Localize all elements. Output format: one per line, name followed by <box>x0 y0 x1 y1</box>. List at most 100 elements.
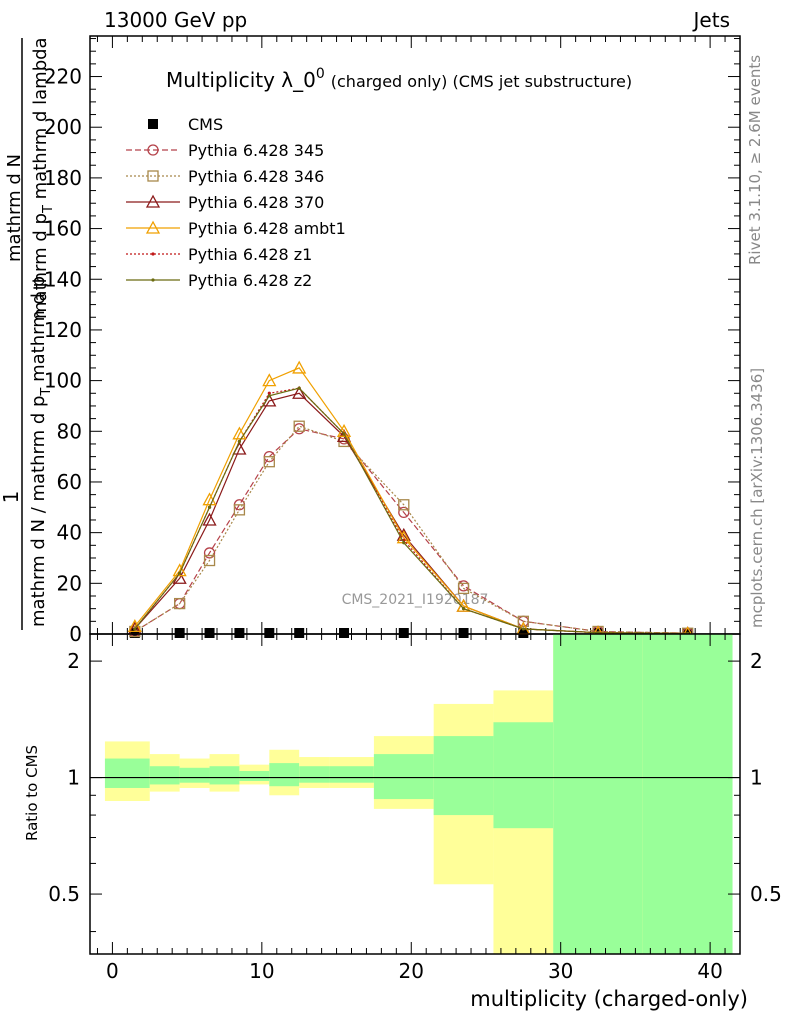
y-tick-label: 180 <box>44 166 82 190</box>
data-point <box>174 597 186 610</box>
ylabel-numerator-denom: mathrm d pT mathrm d lambda <box>30 37 56 319</box>
data-point <box>237 439 242 444</box>
data-point <box>402 541 406 545</box>
data-point <box>233 504 246 516</box>
data-point <box>398 628 409 638</box>
data-point <box>342 432 346 436</box>
data-point <box>174 628 185 638</box>
green-band <box>373 754 434 800</box>
y-tick-label: 160 <box>44 217 82 241</box>
ylabel-numerator: mathrm d N <box>4 154 25 262</box>
x-axis-label: multiplicity (charged-only) <box>470 987 748 1011</box>
series-line <box>134 425 688 634</box>
green-band <box>493 722 554 829</box>
x-tick-label: 10 <box>249 959 274 983</box>
green-band <box>239 770 270 781</box>
data-point <box>203 547 216 559</box>
data-point <box>151 278 155 282</box>
legend-label: Pythia 6.428 346 <box>188 167 324 186</box>
ratio-ticks: 0.5 0.51 12 20 10 20 30 40 <box>48 634 782 983</box>
data-point <box>518 628 529 638</box>
data-point <box>339 628 350 638</box>
data-point <box>521 627 525 631</box>
data-point <box>297 386 301 390</box>
green-band <box>433 736 494 816</box>
legend-marker <box>148 119 158 129</box>
data-point <box>292 360 307 374</box>
legend-label: Pythia 6.428 370 <box>188 193 324 212</box>
legend: CMS Pythia 6.428 345 Pythia 6.428 346 Pythi… <box>126 115 346 290</box>
y-tick-label: 0 <box>69 622 82 646</box>
green-band <box>104 758 150 788</box>
green-band <box>149 766 180 785</box>
green-band <box>209 766 240 785</box>
y-tick-label: 200 <box>44 115 82 139</box>
x-tick-label: 0 <box>106 959 119 983</box>
legend-entry: Pythia 6.428 ambt1 <box>126 219 346 238</box>
green-band <box>299 766 330 783</box>
legend-entry: Pythia 6.428 345 <box>126 141 324 160</box>
main-series <box>127 360 695 640</box>
data-point <box>172 563 187 577</box>
series-2 <box>129 420 694 639</box>
data-point <box>232 426 247 440</box>
y-tick-label: 100 <box>44 369 82 393</box>
legend-entry: Pythia 6.428 346 <box>126 167 324 186</box>
data-point <box>457 582 470 595</box>
data-point <box>398 506 410 519</box>
ratio-frame <box>89 633 741 955</box>
y-tick-label: 80 <box>57 419 82 443</box>
data-point <box>202 512 217 526</box>
y-tick-label: 20 <box>57 571 82 595</box>
data-point <box>234 628 245 638</box>
data-point <box>147 170 159 182</box>
ratio-y-tick-label: 1 <box>67 766 80 790</box>
data-point <box>129 628 140 638</box>
data-point <box>145 194 161 208</box>
chart-title: Multiplicity λ_00 (charged only) (CMS jet… <box>166 66 632 92</box>
data-point <box>178 571 182 575</box>
data-point <box>457 580 470 592</box>
green-band <box>642 634 733 954</box>
main-ticks: 0 20 40 60 80 100 120 140 160 180 200 220 <box>44 36 740 646</box>
data-point <box>292 385 307 399</box>
ratio-y-tick-label: 0.5 <box>48 882 80 906</box>
header-right: Jets <box>692 8 730 32</box>
legend-label: Pythia 6.428 345 <box>188 141 324 160</box>
green-band <box>329 766 374 783</box>
legend-entry: Pythia 6.428 z1 <box>126 245 312 264</box>
ratio-ylabel: Ratio to CMS <box>23 745 41 841</box>
data-point <box>147 144 159 156</box>
data-point <box>267 394 271 398</box>
data-point <box>458 628 469 638</box>
data-point <box>151 252 155 256</box>
mcplots-label: mcplots.cern.ch [arXiv:1306.3436] <box>748 368 766 628</box>
data-point <box>203 554 216 567</box>
x-tick-label: 40 <box>697 959 722 983</box>
data-point <box>517 615 529 627</box>
ratio-bands <box>90 634 740 954</box>
data-point <box>293 420 305 432</box>
data-point <box>207 505 212 509</box>
data-point <box>262 373 277 387</box>
x-tick-label: 20 <box>399 959 424 983</box>
y-tick-label: 60 <box>57 470 82 494</box>
legend-label: Pythia 6.428 z2 <box>188 271 312 290</box>
y-tick-label: 220 <box>44 65 82 89</box>
legend-label: CMS <box>188 115 223 134</box>
main-y-label: 1 mathrm d N / mathrm d pT mathrm d p ma… <box>0 37 56 630</box>
green-band <box>179 767 210 783</box>
y-tick-label: 140 <box>44 267 82 291</box>
data-point <box>133 627 137 631</box>
ratio-y-tick-label-right: 0.5 <box>750 882 782 906</box>
legend-label: Pythia 6.428 z1 <box>188 245 312 264</box>
x-tick-label: 30 <box>548 959 573 983</box>
green-band <box>553 634 643 954</box>
data-point <box>204 628 215 638</box>
legend-entry: CMS <box>148 115 223 134</box>
data-point <box>461 607 466 611</box>
ratio-y-tick-label-right: 1 <box>750 766 763 790</box>
data-point <box>145 220 161 234</box>
